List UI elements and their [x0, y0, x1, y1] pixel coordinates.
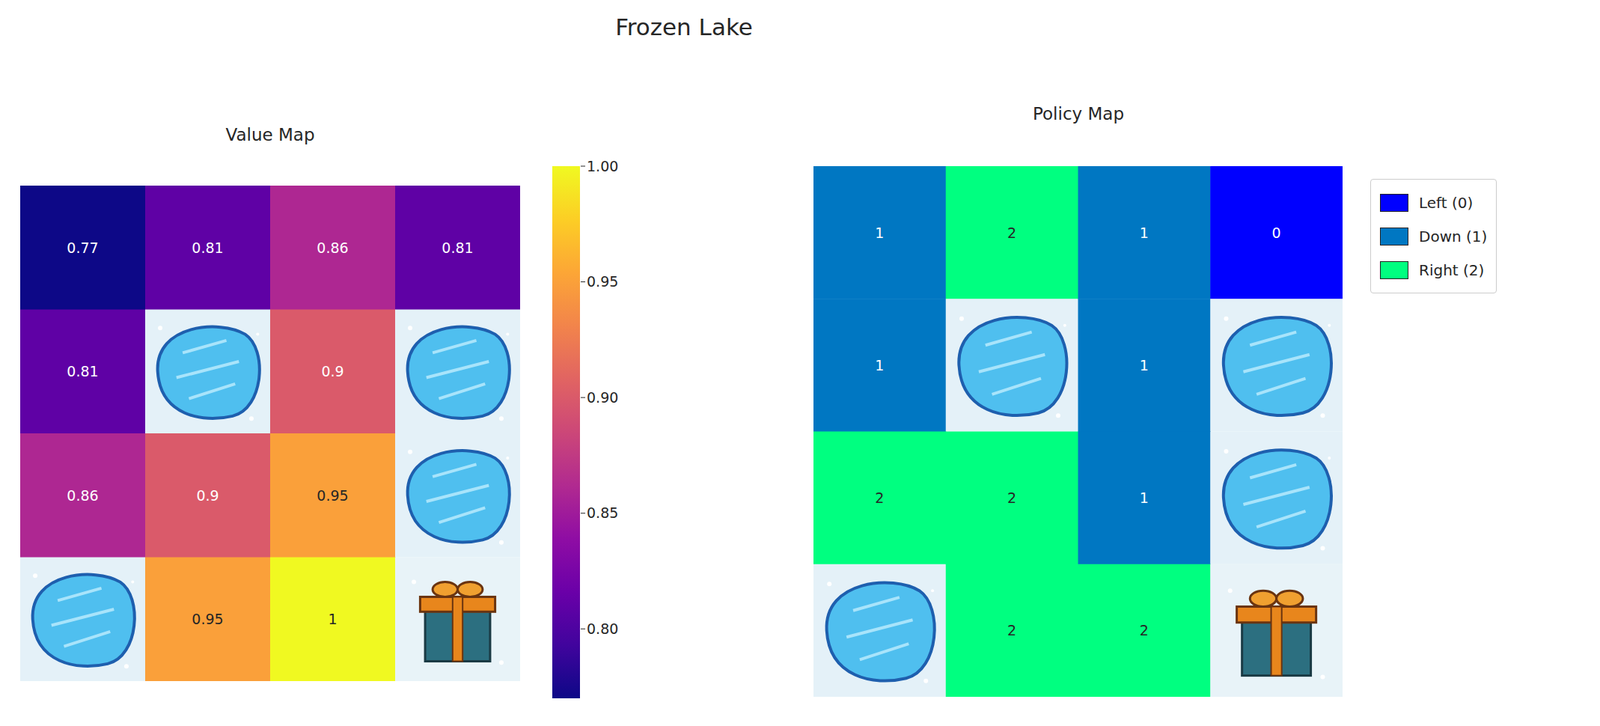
html-text:Value Map: Value Map	[225, 124, 315, 145]
svg-text:0.86: 0.86	[66, 487, 99, 504]
svg-text:0.81: 0.81	[441, 239, 473, 256]
svg-text:2: 2	[1139, 621, 1149, 639]
svg-text:2: 2	[1007, 621, 1017, 639]
svg-text:0.81: 0.81	[66, 362, 99, 380]
svg-text:0.81: 0.81	[191, 239, 224, 256]
svg-text:0.80: 0.80	[586, 620, 619, 637]
svg-text:1: 1	[1139, 489, 1149, 506]
svg-text:0.95: 0.95	[191, 610, 224, 628]
svg-text:0.85: 0.85	[586, 504, 619, 521]
svg-text:0.95: 0.95	[586, 273, 619, 290]
html-text:Down (1): Down (1)	[1418, 227, 1488, 246]
html-text:Frozen Lake: Frozen Lake	[615, 13, 753, 41]
svg-text:0.9: 0.9	[196, 487, 219, 504]
svg-text:1: 1	[1139, 224, 1149, 241]
svg-text:0.90: 0.90	[586, 389, 619, 406]
svg-text:0.95: 0.95	[316, 487, 348, 504]
svg-text:0.86: 0.86	[316, 239, 348, 256]
svg-text:1: 1	[327, 610, 337, 628]
svg-text:1: 1	[1139, 356, 1149, 374]
svg-text:1: 1	[874, 224, 884, 241]
svg-text:2: 2	[1007, 224, 1017, 241]
svg-text:0.77: 0.77	[66, 239, 99, 256]
svg-text:2: 2	[1007, 489, 1017, 506]
svg-text:0: 0	[1272, 224, 1282, 241]
svg-text:0.9: 0.9	[321, 362, 344, 380]
html-text:Left (0): Left (0)	[1418, 193, 1474, 212]
svg-text:2: 2	[874, 489, 884, 506]
html-text:Right (2): Right (2)	[1418, 260, 1485, 279]
html-text:Policy Map: Policy Map	[1032, 104, 1125, 124]
svg-text:1: 1	[874, 356, 884, 374]
svg-text:1.00: 1.00	[586, 157, 619, 175]
